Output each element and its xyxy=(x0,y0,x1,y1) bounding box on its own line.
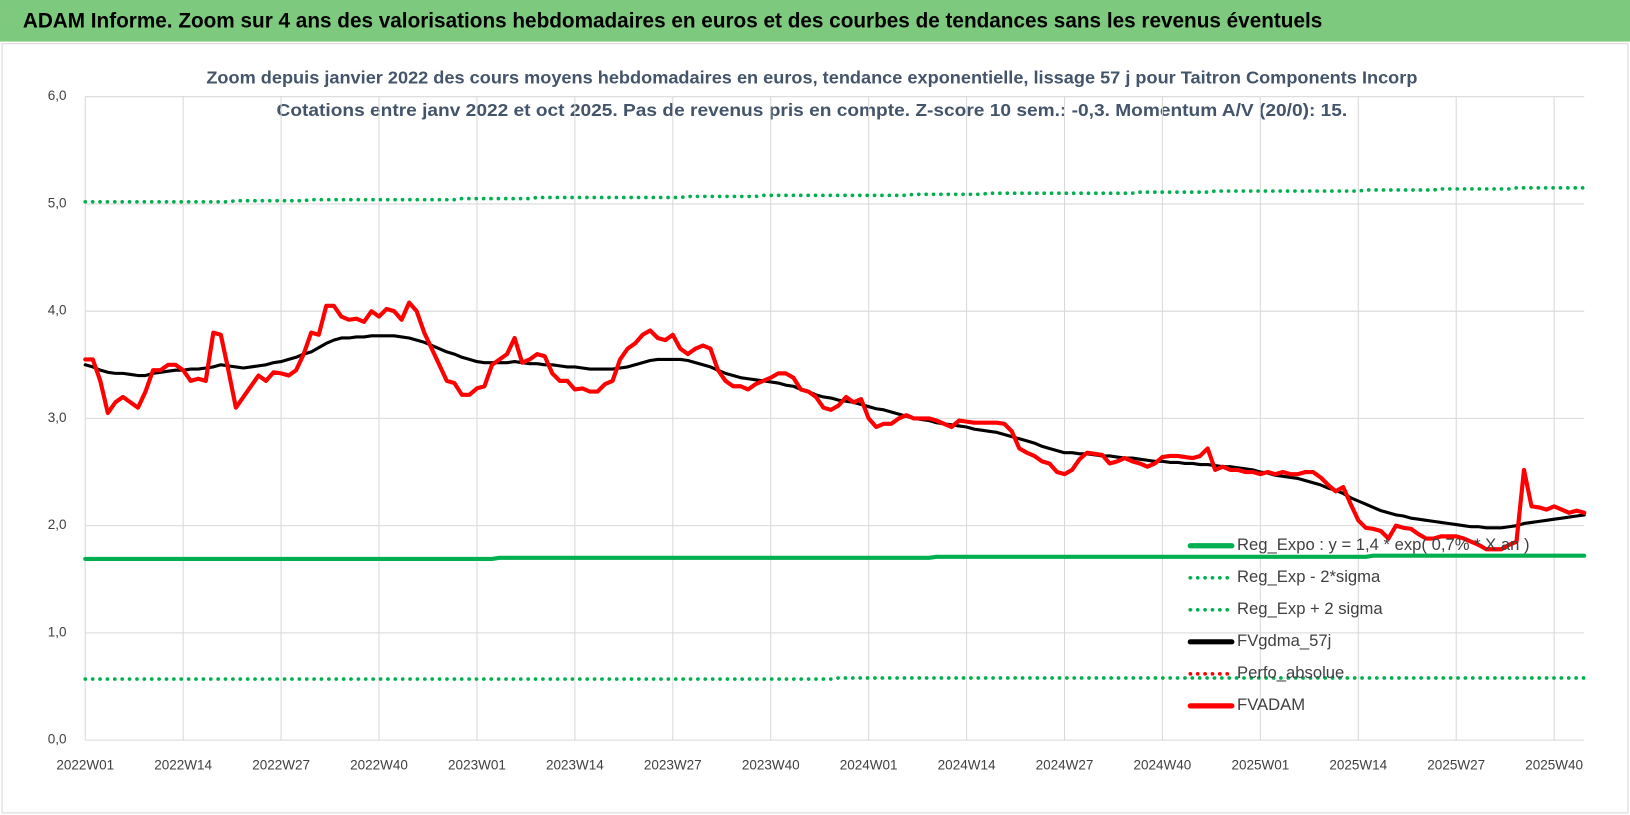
y-tick-label: 1,0 xyxy=(48,624,67,639)
x-tick-label: 2022W01 xyxy=(56,758,114,773)
legend-label: FVgdma_57j xyxy=(1237,631,1331,650)
series-line xyxy=(83,300,1587,552)
legend-label: Reg_Exp - 2*sigma xyxy=(1237,567,1381,586)
x-tick-label: 2025W40 xyxy=(1525,758,1583,773)
x-tick-label: 2023W14 xyxy=(546,758,604,773)
chart-border xyxy=(1,43,1629,814)
y-tick-label: 6,0 xyxy=(48,88,67,103)
y-tick-label: 4,0 xyxy=(48,303,67,318)
grid: 0,0 1,0 2,0 3,0 4,0 5,0 6,0 2022W01 2022W14 2022W… xyxy=(48,88,1585,773)
y-tick-label: 0,0 xyxy=(48,732,67,747)
legend-label: Perfo_absolue xyxy=(1237,663,1344,682)
x-tick-label: 2024W27 xyxy=(1036,758,1094,773)
x-tick-label: 2025W27 xyxy=(1427,758,1485,773)
header-title: ADAM Informe. Zoom sur 4 ans des valoris… xyxy=(23,9,1322,32)
x-tick-label: 2023W40 xyxy=(742,758,800,773)
x-tick-label: 2023W27 xyxy=(644,758,702,773)
series-line xyxy=(83,186,1587,204)
x-tick-label: 2024W01 xyxy=(840,758,898,773)
legend-label: Reg_Exp + 2 sigma xyxy=(1237,599,1383,618)
x-tick-label: 2024W14 xyxy=(938,758,996,773)
x-tick-label: 2024W40 xyxy=(1134,758,1192,773)
x-tick-label: 2023W01 xyxy=(448,758,506,773)
y-tick-label: 2,0 xyxy=(48,517,67,532)
y-tick-label: 5,0 xyxy=(48,195,67,210)
x-tick-label: 2022W27 xyxy=(252,758,310,773)
legend-label: Reg_Expo : y = 1,4 * exp( 0,7% * X an ) xyxy=(1237,535,1530,554)
chart-title: Zoom depuis janvier 2022 des cours moyen… xyxy=(206,68,1417,88)
series-line xyxy=(83,676,1587,681)
x-tick-label: 2022W40 xyxy=(350,758,408,773)
x-tick-label: 2025W01 xyxy=(1231,758,1289,773)
legend-label: FVADAM xyxy=(1237,695,1305,714)
x-tick-label: 2025W14 xyxy=(1329,758,1387,773)
plot-lines xyxy=(83,186,1587,681)
chart-subtitle: Cotations entre janv 2022 et oct 2025. P… xyxy=(277,100,1348,120)
x-tick-label: 2022W14 xyxy=(154,758,212,773)
legend: Reg_Expo : y = 1,4 * exp( 0,7% * X an ) R… xyxy=(1187,535,1530,714)
series-line xyxy=(83,553,1587,561)
y-tick-label: 3,0 xyxy=(48,410,67,425)
header-bar xyxy=(0,0,1630,42)
